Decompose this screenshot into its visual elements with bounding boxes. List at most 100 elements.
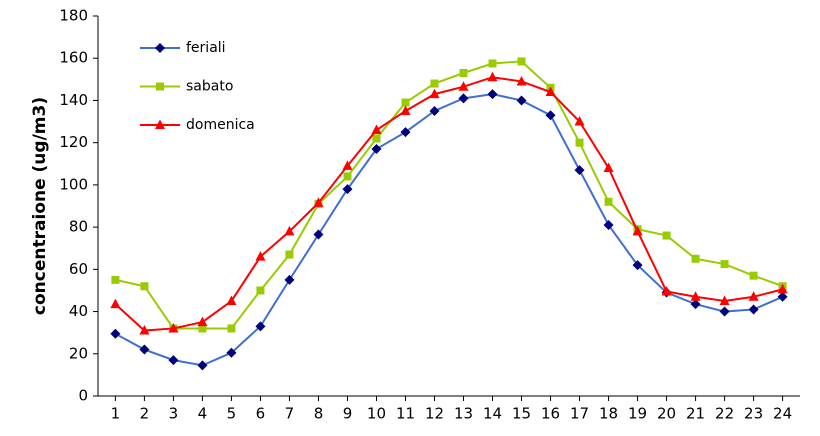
data-point: [371, 124, 382, 134]
data-point: [516, 75, 527, 86]
x-tick-label: 1: [111, 405, 121, 423]
data-point: [401, 98, 410, 107]
y-tick-label: 120: [59, 133, 88, 151]
data-point: [545, 110, 556, 121]
data-point: [632, 260, 643, 271]
data-point: [749, 271, 758, 280]
data-point: [139, 344, 150, 355]
x-tick-label: 8: [314, 405, 324, 423]
y-tick-label: 60: [69, 260, 88, 278]
data-point: [168, 322, 179, 333]
data-point: [313, 229, 324, 240]
data-point: [690, 299, 701, 310]
data-point: [603, 220, 614, 230]
data-point: [342, 160, 353, 170]
data-point: [227, 324, 236, 333]
data-point: [748, 304, 759, 315]
data-point: [197, 360, 208, 371]
x-tick-label: 9: [343, 405, 353, 423]
x-tick-label: 21: [686, 405, 705, 423]
data-point: [284, 225, 295, 236]
data-point: [110, 298, 121, 309]
data-point: [487, 89, 498, 100]
data-point: [458, 93, 469, 104]
data-point: [255, 251, 266, 261]
data-point: [777, 291, 788, 302]
data-point: [661, 286, 672, 296]
data-point: [459, 69, 468, 77]
data-point: [516, 95, 527, 106]
y-tick-label: 40: [69, 302, 88, 320]
x-tick-label: 24: [773, 405, 792, 423]
series-line: [115, 60, 783, 330]
data-point: [139, 325, 150, 335]
x-tick-label: 20: [657, 405, 676, 423]
legend-marker: [155, 43, 165, 53]
series-line: [114, 76, 783, 332]
y-tick-label: 180: [59, 7, 88, 25]
data-point: [574, 165, 585, 176]
x-tick-label: 12: [425, 405, 444, 423]
x-tick-label: 14: [483, 405, 502, 423]
data-point: [400, 127, 411, 138]
y-tick-label: 100: [59, 175, 88, 193]
x-tick-label: 5: [227, 405, 237, 423]
data-point: [256, 286, 265, 295]
legend-label: sabato: [186, 79, 233, 95]
y-axis-label: concentraione (ug/m3): [30, 97, 50, 315]
data-point: [140, 282, 149, 291]
data-point: [690, 291, 701, 301]
x-tick-label: 19: [628, 405, 647, 423]
data-point: [487, 71, 498, 82]
data-point: [285, 250, 294, 259]
y-tick-label: 20: [69, 344, 88, 362]
data-point: [748, 291, 759, 301]
y-tick-label: 0: [78, 387, 88, 405]
x-tick-label: 17: [570, 405, 589, 423]
x-tick-label: 11: [396, 405, 415, 423]
data-point: [111, 275, 120, 284]
data-point: [284, 274, 295, 285]
data-point: [371, 144, 382, 154]
data-point: [604, 197, 613, 206]
data-point: [430, 79, 439, 88]
x-tick-label: 13: [454, 405, 473, 423]
data-point: [343, 172, 352, 181]
data-point: [488, 59, 497, 68]
legend-label: feriali: [186, 40, 226, 56]
x-tick-label: 2: [140, 405, 150, 423]
data-point: [429, 88, 440, 99]
x-tick-label: 10: [367, 405, 386, 423]
data-point: [719, 306, 730, 317]
data-point: [168, 355, 179, 366]
x-tick-label: 3: [169, 405, 179, 423]
data-point: [719, 295, 730, 305]
legend-marker: [155, 119, 165, 129]
x-tick-label: 15: [512, 405, 531, 423]
y-tick-label: 140: [59, 91, 88, 109]
data-point: [545, 86, 556, 96]
x-tick-label: 7: [285, 405, 295, 423]
data-point: [574, 116, 585, 126]
data-point: [255, 321, 266, 332]
data-point: [517, 57, 526, 66]
x-tick-label: 18: [599, 405, 618, 423]
y-tick-label: 80: [69, 218, 88, 236]
data-point: [226, 295, 237, 305]
data-point: [429, 106, 440, 116]
x-tick-label: 22: [715, 405, 734, 423]
data-point: [400, 105, 411, 115]
x-tick-label: 4: [198, 405, 208, 423]
legend-marker: [156, 82, 164, 91]
data-point: [777, 283, 788, 294]
data-point: [110, 328, 121, 339]
x-tick-label: 23: [744, 405, 763, 423]
data-point: [720, 260, 729, 269]
data-point: [197, 316, 208, 327]
data-point: [691, 254, 700, 263]
x-tick-label: 16: [541, 405, 560, 423]
data-point: [342, 184, 353, 195]
data-point: [575, 138, 584, 147]
x-tick-label: 6: [256, 405, 266, 423]
